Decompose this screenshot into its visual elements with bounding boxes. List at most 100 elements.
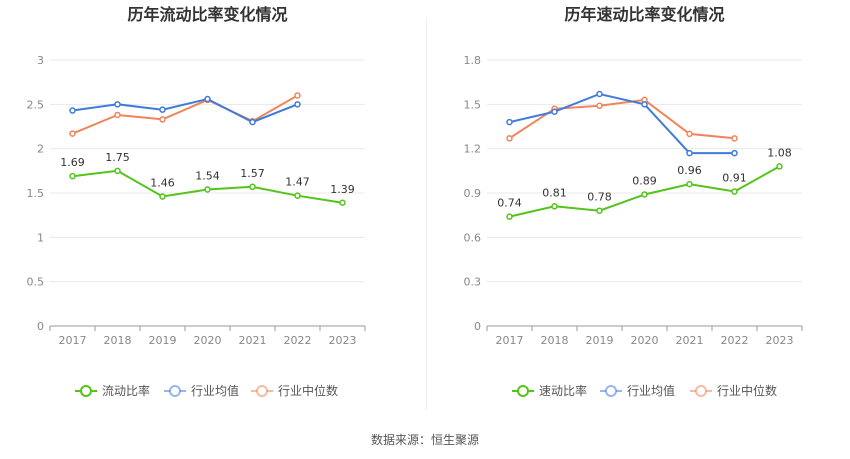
x-tick-label: 2019 — [586, 334, 614, 347]
data-label: 0.81 — [542, 186, 567, 199]
legend-item: 行业均值 — [600, 383, 675, 398]
data-point — [249, 183, 256, 191]
data-label: 0.96 — [677, 164, 702, 177]
data-point — [686, 149, 693, 157]
x-tick-label: 2020 — [631, 334, 659, 347]
legend-item: 速动比率 — [512, 383, 587, 398]
y-tick-label: 1.5 — [464, 98, 482, 111]
y-tick-label: 2 — [37, 143, 44, 156]
data-label: 1.75 — [105, 151, 130, 164]
data-point — [506, 135, 513, 142]
x-tick-label: 2021 — [239, 334, 267, 347]
legend-label: 行业均值 — [191, 383, 239, 398]
x-tick-label: 2023 — [329, 334, 357, 347]
y-tick-label: 1 — [37, 231, 44, 244]
data-label: 1.08 — [767, 146, 792, 159]
legend-item: 行业中位数 — [251, 383, 338, 398]
data-point — [339, 199, 346, 207]
data-point — [641, 191, 648, 198]
legend-label: 流动比率 — [102, 383, 150, 398]
data-point — [596, 90, 603, 98]
legend-item: 行业均值 — [164, 383, 239, 398]
data-point — [776, 163, 783, 170]
data-label: 0.78 — [587, 191, 612, 204]
legend-label: 行业中位数 — [717, 383, 777, 398]
x-tick-label: 2022 — [721, 334, 749, 347]
data-point — [114, 101, 121, 108]
data-point — [69, 107, 76, 114]
x-tick-label: 2022 — [284, 334, 312, 347]
data-label: 0.74 — [497, 197, 522, 210]
data-point — [114, 111, 121, 119]
legend-marker-icon — [517, 385, 529, 397]
chart-divider — [426, 18, 427, 410]
series-line-1 — [72, 97, 298, 124]
data-label: 1.47 — [285, 176, 310, 189]
data-label: 0.89 — [632, 174, 657, 187]
data-point — [731, 135, 738, 142]
data-point — [641, 101, 648, 108]
data-point — [596, 102, 603, 110]
data-point — [159, 193, 166, 200]
legend-label: 行业均值 — [627, 383, 675, 398]
data-label: 0.91 — [722, 172, 747, 185]
data-point — [69, 172, 76, 180]
data-point — [159, 116, 166, 123]
data-point — [686, 130, 693, 138]
data-point — [294, 92, 301, 99]
y-tick-label: 3 — [37, 54, 44, 67]
y-tick-label: 0 — [474, 320, 481, 333]
data-point — [731, 188, 738, 195]
x-tick-label: 2023 — [766, 334, 794, 347]
data-point — [69, 130, 76, 137]
data-label: 1.39 — [330, 183, 355, 196]
x-tick-label: 2018 — [541, 334, 569, 347]
data-point — [551, 108, 558, 115]
x-tick-label: 2021 — [676, 334, 704, 347]
data-point — [731, 149, 738, 157]
x-tick-label: 2020 — [194, 334, 222, 347]
x-tick-label: 2017 — [496, 334, 524, 347]
data-point — [114, 167, 121, 175]
legend-marker-icon — [695, 385, 707, 397]
x-tick-label: 2017 — [59, 334, 87, 347]
data-point — [506, 118, 513, 126]
legend-marker-icon — [256, 385, 268, 397]
y-tick-label: 1.8 — [464, 54, 482, 67]
y-tick-label: 2.5 — [27, 98, 45, 111]
data-point — [204, 95, 211, 103]
data-point — [551, 203, 558, 210]
legend-label: 速动比率 — [539, 383, 587, 398]
data-label: 1.69 — [60, 156, 85, 169]
y-tick-label: 1.2 — [464, 143, 482, 156]
legend-marker-icon — [80, 385, 92, 397]
data-point — [294, 192, 301, 199]
y-tick-label: 0.3 — [464, 276, 482, 289]
data-source-note: 数据来源：恒生聚源 — [370, 433, 479, 447]
data-point — [249, 118, 256, 126]
data-point — [159, 106, 166, 113]
legend-marker-icon — [605, 385, 617, 397]
data-label: 1.54 — [195, 169, 220, 182]
data-point — [686, 180, 693, 188]
legend-label: 行业中位数 — [278, 383, 338, 398]
legend-item: 流动比率 — [75, 383, 150, 398]
y-tick-label: 0.9 — [464, 187, 482, 200]
data-label: 1.46 — [150, 177, 175, 190]
x-tick-label: 2018 — [104, 334, 132, 347]
chart-title: 历年流动比率变化情况 — [127, 5, 287, 24]
current-ratio-chart: 历年流动比率变化情况 0 0.5 1 1.5 2 2.5 3 2017 2018 2019 2020 2… — [27, 5, 366, 398]
legend-item: 行业中位数 — [690, 383, 777, 398]
y-tick-label: 0.5 — [27, 276, 45, 289]
data-point — [294, 101, 301, 108]
x-tick-label: 2019 — [149, 334, 177, 347]
data-point — [204, 186, 211, 193]
y-tick-label: 0.6 — [464, 231, 482, 244]
y-tick-label: 0 — [37, 320, 44, 333]
quick-ratio-chart: 历年速动比率变化情况 0 0.3 0.6 0.9 1.2 1.5 1.8 2017 2018 201… — [464, 5, 803, 398]
series-line-1 — [509, 92, 735, 155]
data-point — [506, 213, 513, 220]
chart-title: 历年速动比率变化情况 — [564, 5, 724, 24]
series-line-2 — [72, 94, 298, 135]
